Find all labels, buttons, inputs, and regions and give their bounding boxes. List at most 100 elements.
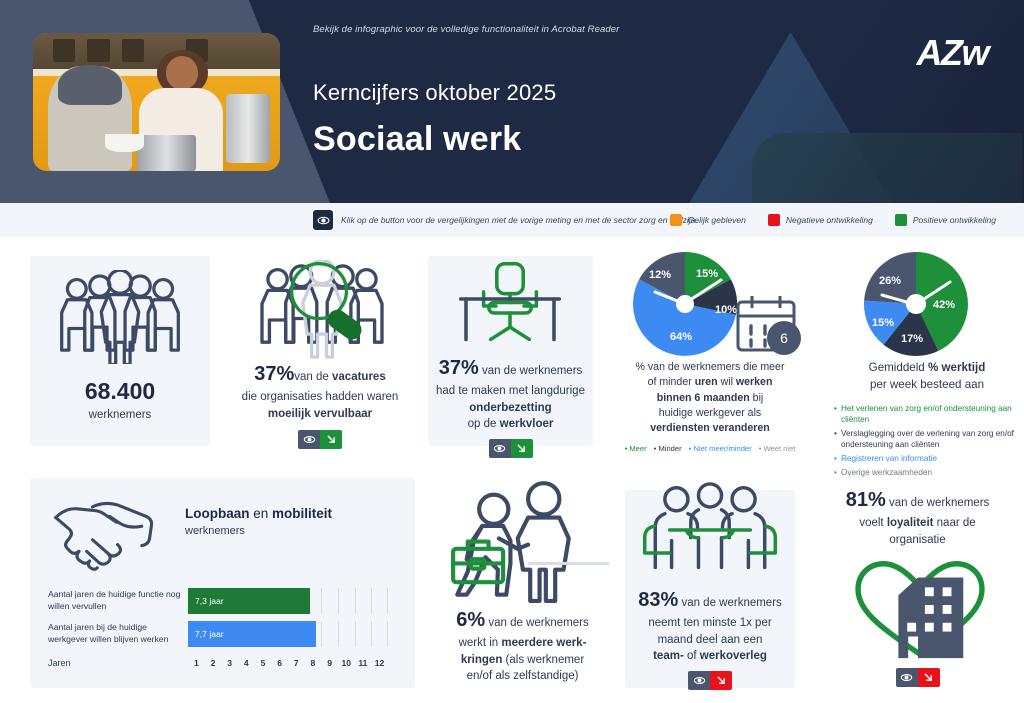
understaffing-line2: had te maken met langdurige <box>436 385 585 397</box>
vacancies-line1a: van de <box>294 371 333 383</box>
comparison-button-meetings[interactable] <box>688 671 732 691</box>
hours-text-c2: bij <box>749 391 764 404</box>
legend-label-neutral: Gelijk gebleven <box>687 215 746 225</box>
comparison-button-understaffing[interactable] <box>488 439 533 459</box>
legend-key-negative: Negatieve ontwikkeling <box>767 214 873 226</box>
svg-text:6: 6 <box>780 330 788 346</box>
workers-count: 68.400 <box>84 378 156 404</box>
worktime-item-2: Registreren van informatie <box>834 453 1020 464</box>
hours-text-b-bold: uren <box>694 376 718 389</box>
loyalty-pct: 81% <box>845 489 886 511</box>
vacancies-pct: 37% <box>254 363 295 385</box>
career-title-a: Loopbaan <box>185 506 250 521</box>
arrow-down-right-icon <box>320 430 342 450</box>
card-worktime: 42% 17% 15% 26% Gemiddeld % werktijd per… <box>820 250 1020 478</box>
career-bar-1: 7,7 jaar <box>188 621 317 647</box>
comparison-button-loyalty[interactable] <box>895 668 940 687</box>
legend-bar: Klik op de button voor de vergelijkingen… <box>0 203 1024 237</box>
svg-text:17%: 17% <box>901 333 923 345</box>
legend-swatch-green <box>894 214 907 226</box>
worktime-legend-list: Het verlenen van zorg en/of ondersteunin… <box>834 403 1020 478</box>
eye-icon <box>688 671 710 691</box>
career-title-b: en <box>249 506 273 521</box>
hours-pie-legend: Meer Minder Niet meer/minder Weet niet <box>607 444 813 453</box>
vacancies-line2: die organisaties hadden waren <box>241 391 399 403</box>
desk-and-office-chair-icon <box>458 262 562 342</box>
hours-text-a: % van de werknemers die meer <box>635 361 785 373</box>
page-header: Bekijk de infographic voor de volledige … <box>0 0 1024 203</box>
legend-label-negative: Negatieve ontwikkeling <box>785 215 873 225</box>
career-bar-value-0: 7,3 jaar <box>195 596 224 606</box>
person-with-briefcase-icon <box>451 481 610 603</box>
comparison-button-vacancies[interactable] <box>298 430 342 450</box>
worktime-item-1: Verslaglegging over de verlening van zor… <box>834 428 1020 450</box>
meetings-line4a: team- <box>653 650 684 663</box>
understaffing-line1: van de werknemers <box>481 365 583 377</box>
acrobat-reader-note: Bekijk de infographic voor de volledige … <box>313 24 620 35</box>
legend-swatch-orange <box>669 214 682 226</box>
card-multijob: 6% van de werknemers werkt in meerdere w… <box>425 478 620 693</box>
multijob-line4: en/of als zelfstandige) <box>466 670 579 683</box>
handshake-icon <box>54 501 154 571</box>
career-axis-label: Jaren <box>48 658 71 668</box>
worktime-item-0: Het verlenen van zorg en/of ondersteunin… <box>834 403 1020 425</box>
page-title: Sociaal werk <box>313 120 522 158</box>
multijob-pct: 6% <box>456 609 486 631</box>
loyalty-line3: organisatie <box>889 533 946 546</box>
hours-legend-weetniet: Weet niet <box>759 444 795 453</box>
team-meeting-icon <box>642 482 778 570</box>
card-workers: 68.400 werknemers <box>30 256 210 446</box>
legend-instruction: Klik op de button voor de vergelijkingen… <box>341 215 698 225</box>
meetings-line4c: werkoverleg <box>699 650 767 663</box>
card-career: Loopbaan en mobiliteit werknemers Aantal… <box>30 478 415 688</box>
worktime-item-3: Overige werkzaamheden <box>834 467 1020 478</box>
eye-icon <box>488 439 511 459</box>
understaffing-pct: 37% <box>438 357 479 379</box>
arrow-down-right-icon <box>510 439 533 459</box>
loyalty-line2b: loyaliteit <box>886 517 934 529</box>
hours-text-e: verdiensten veranderen <box>650 422 770 435</box>
card-loyalty: 81% van de werknemers voelt loyaliteit n… <box>815 486 1020 691</box>
understaffing-line4b: werkvloer <box>499 418 554 431</box>
hours-legend-meer: Meer <box>625 444 646 453</box>
eye-icon <box>298 430 320 450</box>
career-bar-track-1: 7,7 jaar <box>188 621 388 647</box>
legend-key-positive: Positieve ontwikkeling <box>894 214 996 226</box>
understaffing-line3: onderbezetting <box>469 401 552 414</box>
vacancies-line1b: vacatures <box>332 371 386 383</box>
hours-text-b2: wil <box>717 376 736 389</box>
svg-text:12%: 12% <box>649 269 671 281</box>
legend-key-neutral: Gelijk gebleven <box>669 214 746 226</box>
loyalty-line2a: voelt <box>859 517 887 529</box>
career-subtitle: werknemers <box>185 525 245 537</box>
magnifying-glass-over-people-icon <box>260 260 384 359</box>
header-kicker: Kerncijfers oktober 2025 <box>313 80 557 105</box>
card-meetings: 83% van de werknemers neemt ten minste 1… <box>625 482 795 691</box>
hours-legend-minder: Minder <box>654 444 681 453</box>
worktime-pie-chart: 42% 17% 15% 26% <box>863 252 968 356</box>
header-photo <box>33 33 280 171</box>
worktime-title-a: Gemiddeld <box>868 361 928 374</box>
multijob-line3b: kringen <box>460 653 503 666</box>
group-of-people-icon <box>60 270 180 364</box>
svg-text:15%: 15% <box>872 317 894 329</box>
career-bar-0: 7,3 jaar <box>188 588 310 614</box>
card-hours: 15% 10% 64% 12% 6 % van de werknemers di… <box>605 250 815 470</box>
career-bar-label-1: Aantal jaren bij de huidige werkgever wi… <box>48 622 169 644</box>
legend-swatch-red <box>767 214 780 226</box>
loyalty-line1: van de werknemers <box>888 497 990 509</box>
workers-label: werknemers <box>88 409 152 421</box>
card-understaffing: 37% van de werknemers had te maken met l… <box>428 256 593 459</box>
svg-text:64%: 64% <box>670 331 692 343</box>
meetings-pct: 83% <box>638 589 679 611</box>
legend-label-positive: Positieve ontwikkeling <box>912 215 996 225</box>
meetings-line2: neemt ten minste 1x per <box>648 617 772 629</box>
hours-text-b-bold2: werken <box>735 376 773 389</box>
worktime-title-c: per week besteed aan <box>869 377 985 391</box>
svg-text:10%: 10% <box>715 304 737 316</box>
multijob-line2a: werkt in <box>458 637 502 649</box>
understaffing-line4a: op de <box>467 418 500 431</box>
worktime-title-b: % werktijd <box>927 361 986 374</box>
eye-icon <box>313 210 333 230</box>
